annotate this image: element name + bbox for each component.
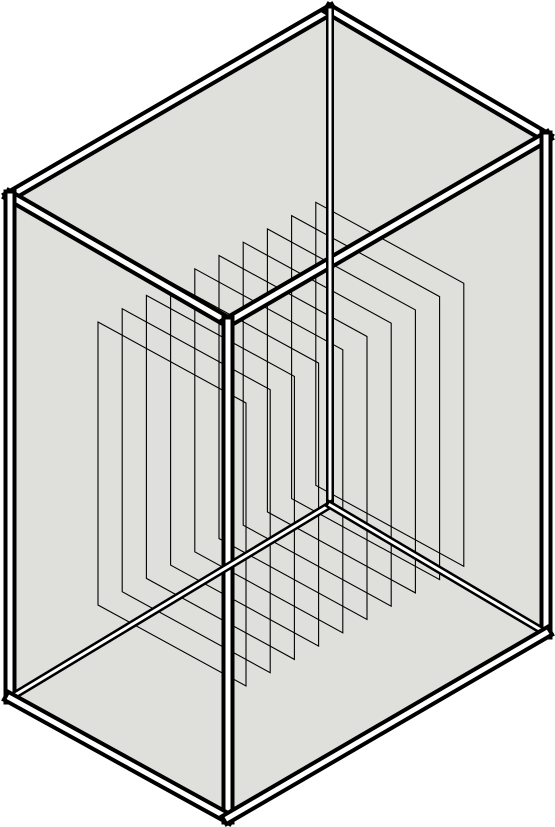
plane-8 — [266, 227, 416, 594]
edge-top-front-left — [1, 187, 237, 331]
edge-bottom-back-right — [324, 499, 552, 639]
plane-10 — [315, 201, 465, 568]
box-faces — [10, 10, 546, 818]
plane-6 — [218, 254, 368, 621]
plane-3 — [145, 294, 295, 661]
edge-bottom-front-left — [1, 689, 237, 827]
plane-5 — [194, 267, 344, 634]
plane-7 — [242, 241, 392, 608]
parallel-planes — [97, 201, 465, 687]
edge-bottom-back-left — [4, 499, 336, 704]
edge-top-back-right — [321, 1, 555, 146]
edge-bottom-front-right — [219, 624, 555, 827]
box-silhouette-fill — [10, 10, 546, 818]
plane-1 — [97, 321, 247, 687]
edge-top-front-right — [219, 128, 555, 331]
plane-9 — [291, 214, 441, 581]
plane-4 — [170, 281, 320, 648]
edge-top-back-left — [1, 1, 339, 205]
plane-2 — [121, 307, 271, 674]
